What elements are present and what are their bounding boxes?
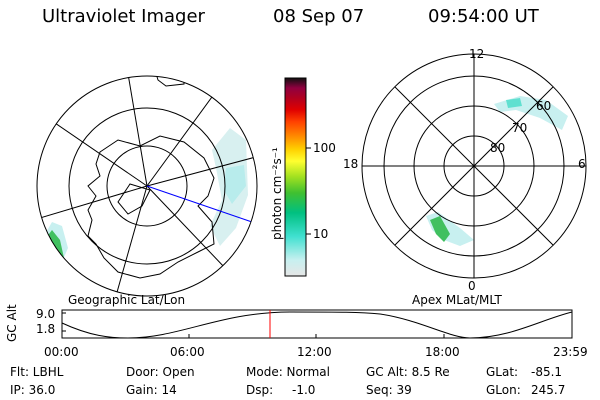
glat-label: GLat:	[486, 365, 519, 379]
timeline-xtick-2359: 23:59	[553, 345, 588, 359]
gain-info: Gain: 14	[126, 383, 177, 397]
aurora-patch	[46, 230, 64, 258]
noon-meridian-line	[146, 185, 253, 223]
mlat-label-70: 70	[512, 121, 528, 135]
mlt-label-0: 0	[468, 279, 476, 293]
mlat-label-60: 60	[536, 99, 552, 113]
glon-label: GLon:	[486, 383, 521, 397]
ip-info: IP: 36.0	[10, 383, 56, 397]
coastline	[87, 135, 215, 279]
timeline-xtick-0000: 00:00	[44, 345, 79, 359]
altitude-curve	[61, 311, 573, 339]
instrument-title: Ultraviolet Imager	[42, 6, 205, 27]
glon-value: 245.7	[531, 383, 566, 397]
timeline-ytick-low: 1.8	[36, 322, 56, 336]
door-info: Door: Open	[126, 365, 195, 379]
left-map-label: Geographic Lat/Lon	[68, 293, 186, 307]
timeline-ytick-high: 9.0	[36, 307, 56, 321]
observation-time: 09:54:00 UT	[428, 6, 539, 27]
mlt-label-6: 6	[578, 157, 586, 171]
timeline-xtick-1800: 18:00	[425, 345, 460, 359]
gc-alt-info: GC Alt: 8.5 Re	[366, 365, 450, 379]
colorbar-tick-100: 100	[313, 141, 336, 155]
colorbar-tick-10: 10	[313, 227, 329, 241]
colorbar	[284, 77, 311, 277]
aurora-patch	[506, 98, 522, 108]
right-map-label: Apex MLat/MLT	[412, 293, 502, 307]
dsp-label: Dsp:	[246, 383, 274, 397]
timeline-xtick-0600: 06:00	[170, 345, 205, 359]
timeline-xtick-1200: 12:00	[297, 345, 332, 359]
mlat-label-80: 80	[490, 141, 506, 155]
mlt-label-12: 12	[469, 47, 485, 61]
timeline-ylabel: GC Alt	[5, 304, 19, 342]
seq-info: Seq: 39	[366, 383, 412, 397]
mode-info: Mode: Normal	[246, 365, 330, 379]
dsp-value: -1.0	[292, 383, 316, 397]
aurora-patch	[430, 216, 450, 242]
filter-info: Flt: LBHL	[10, 365, 64, 379]
coastline	[151, 76, 185, 87]
glat-value: -85.1	[531, 365, 563, 379]
mlt-label-18: 18	[343, 157, 359, 171]
observation-date: 08 Sep 07	[273, 6, 365, 27]
aurora-patch	[224, 165, 246, 204]
